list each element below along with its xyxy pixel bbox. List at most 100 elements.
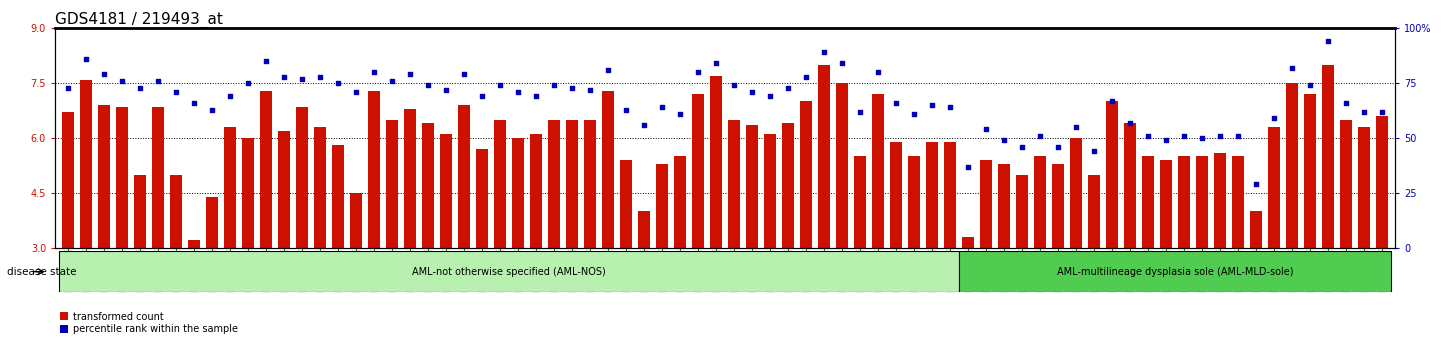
Bar — [1034, 156, 1045, 248]
Bar — [963, 237, 974, 248]
Point — [542, 82, 566, 88]
Point — [1028, 133, 1051, 139]
Bar — [908, 156, 919, 248]
Bar — [621, 160, 632, 248]
Point — [1137, 133, 1160, 139]
Point — [93, 72, 116, 77]
Text: GDS4181 / 219493_at: GDS4181 / 219493_at — [55, 12, 223, 28]
Point — [938, 104, 961, 110]
Bar — [422, 124, 434, 248]
Bar — [296, 107, 307, 248]
Bar — [1016, 175, 1028, 248]
Bar — [368, 91, 380, 248]
Point — [776, 85, 799, 90]
Bar — [1143, 156, 1154, 248]
Bar — [62, 113, 74, 248]
Bar — [206, 196, 218, 248]
Point — [273, 74, 296, 79]
Point — [200, 107, 223, 112]
Point — [399, 72, 422, 77]
Point — [1353, 109, 1376, 115]
Bar — [890, 142, 902, 248]
Bar — [764, 135, 776, 248]
Point — [758, 93, 782, 99]
Point — [128, 85, 151, 90]
Point — [57, 85, 80, 90]
Point — [579, 87, 602, 93]
Point — [831, 61, 854, 66]
Point — [741, 89, 764, 95]
Point — [290, 76, 313, 82]
Bar — [674, 156, 686, 248]
Bar — [873, 94, 884, 248]
Point — [1118, 120, 1141, 126]
Text: AML-multilineage dysplasia sole (AML-MLD-sole): AML-multilineage dysplasia sole (AML-MLD… — [1057, 267, 1293, 277]
Bar — [1340, 120, 1353, 248]
Point — [326, 80, 349, 86]
Point — [1173, 133, 1196, 139]
Point — [668, 111, 692, 117]
Point — [416, 82, 439, 88]
Bar — [655, 164, 668, 248]
Point — [506, 89, 529, 95]
Point — [1011, 144, 1034, 150]
Point — [992, 137, 1015, 143]
Point — [183, 100, 206, 106]
Bar — [1232, 156, 1244, 248]
Bar — [1250, 211, 1262, 248]
Point — [705, 61, 728, 66]
Point — [921, 102, 944, 108]
Bar — [531, 135, 542, 248]
Bar — [548, 120, 560, 248]
Bar — [278, 131, 290, 248]
Point — [848, 109, 871, 115]
Point — [110, 78, 133, 84]
Bar — [116, 107, 128, 248]
Bar — [439, 135, 452, 248]
Bar — [1089, 175, 1101, 248]
Bar — [1305, 94, 1317, 248]
Bar — [1160, 160, 1172, 248]
Point — [362, 69, 386, 75]
Point — [1154, 137, 1177, 143]
Point — [1209, 133, 1232, 139]
Bar — [152, 107, 164, 248]
Bar — [1053, 164, 1064, 248]
Point — [1299, 82, 1322, 88]
Bar — [1322, 65, 1334, 248]
Point — [812, 50, 835, 55]
Bar — [476, 149, 487, 248]
Bar — [242, 138, 254, 248]
Bar — [1106, 102, 1118, 248]
Bar — [315, 127, 326, 248]
Bar — [1196, 156, 1208, 248]
Point — [1263, 115, 1286, 121]
Point — [560, 85, 583, 90]
Bar — [728, 120, 740, 248]
Bar — [1376, 116, 1388, 248]
Point — [525, 93, 548, 99]
Point — [470, 93, 493, 99]
Bar — [349, 193, 361, 248]
Bar — [958, 251, 1392, 292]
Point — [236, 80, 260, 86]
Bar — [332, 145, 344, 248]
Bar — [58, 251, 958, 292]
Point — [1101, 98, 1124, 104]
Point — [1227, 133, 1250, 139]
Point — [1064, 124, 1088, 130]
Bar — [837, 83, 848, 248]
Bar — [1214, 153, 1227, 248]
Bar — [405, 109, 416, 248]
Bar — [602, 91, 613, 248]
Point — [434, 87, 457, 93]
Point — [452, 72, 476, 77]
Bar — [710, 76, 722, 248]
Point — [867, 69, 890, 75]
Point — [884, 100, 908, 106]
Point — [1190, 135, 1214, 141]
Point — [1244, 181, 1267, 187]
Bar — [133, 175, 145, 248]
Bar — [944, 142, 956, 248]
Bar — [782, 124, 795, 248]
